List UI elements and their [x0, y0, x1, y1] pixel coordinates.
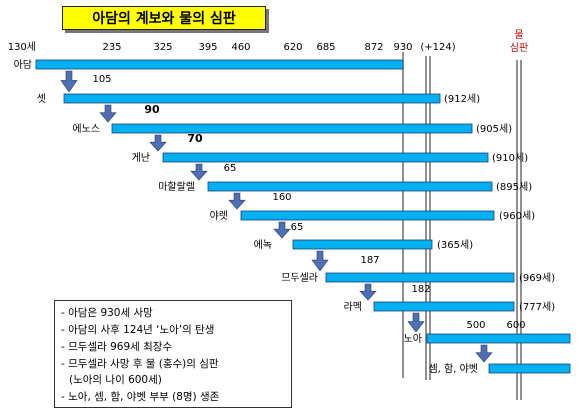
timeline-tick-label: 930 — [393, 42, 412, 53]
lifespan-bar — [35, 59, 404, 70]
noah-age-label: 600 — [506, 320, 525, 331]
lifespan-age-label: (910세) — [492, 152, 528, 164]
flood-label: 물 — [514, 29, 523, 41]
generation-gap-label: 160 — [272, 192, 291, 203]
timeline-tick-label: 620 — [283, 42, 302, 53]
generation-gap-label: 65 — [224, 163, 237, 174]
lifespan-bar — [325, 272, 515, 283]
lifespan-age-label: (905세) — [476, 123, 512, 135]
descent-arrow — [273, 221, 291, 239]
generation-name: 에노스 — [72, 123, 100, 135]
descent-arrow — [149, 134, 167, 152]
legend-item: - 아담의 사후 124년 ‘노아’의 탄생 — [61, 324, 215, 336]
descent-arrow — [407, 312, 425, 333]
generation-gap-label: 90 — [144, 103, 160, 116]
adam-extension-label: (+124) — [420, 42, 455, 53]
descent-arrow — [190, 163, 208, 181]
legend-item: - 노아, 셈, 함, 야벳 부부 (8명) 생존 — [61, 391, 220, 403]
lifespan-bar — [426, 333, 571, 344]
descent-arrow — [311, 250, 329, 272]
generation-name: 라멕 — [344, 301, 362, 313]
legend-item: - 아담은 930세 사망 — [61, 307, 153, 319]
generation-name: 마할랄렐 — [158, 180, 195, 193]
generation-name: 게난 — [132, 152, 150, 164]
legend-item: - 므두셀라 사망 후 물 (홍수)의 심판 — [61, 358, 219, 370]
legend-box: - 아담은 930세 사망 - 아담의 사후 124년 ‘노아’의 탄생 - 므… — [54, 300, 292, 408]
diagram-title-text: 아담의 계보와 물의 심판 — [92, 11, 236, 27]
lifespan-age-label: (365세) — [437, 239, 473, 251]
lifespan-age-label: (777세) — [519, 301, 555, 313]
timeline-tick-label: 325 — [153, 42, 172, 53]
lifespan-bar — [488, 363, 571, 374]
lifespan-bar — [292, 239, 433, 250]
flood-label: 심판 — [510, 42, 528, 54]
lifespan-age-label: (960세) — [499, 210, 535, 222]
generation-name: 노아 — [404, 333, 422, 345]
descent-arrow — [228, 192, 246, 210]
lifespan-bar — [240, 210, 495, 221]
noah-age-label: 500 — [466, 320, 485, 331]
timeline-tick-label: 685 — [316, 42, 335, 53]
lifespan-bar — [63, 93, 441, 104]
timeline-tick-label: 130세 — [8, 41, 36, 53]
generation-gap-label: 182 — [411, 284, 430, 295]
timeline-tick-label: 395 — [198, 42, 217, 53]
descent-arrow — [99, 104, 117, 123]
diagram-title: 아담의 계보와 물의 심판 — [62, 6, 266, 30]
legend-item: - 므두셀라 969세 최장수 — [61, 341, 173, 353]
lifespan-age-label: (969세) — [519, 272, 555, 284]
timeline-tick-label: 872 — [364, 42, 383, 53]
generation-gap-label: 65 — [291, 222, 304, 233]
lifespan-bar — [162, 152, 489, 163]
lifespan-bar — [373, 301, 515, 312]
descent-arrow — [60, 70, 78, 93]
descent-arrow — [475, 344, 493, 363]
generation-name: 아담 — [14, 59, 32, 71]
generation-gap-label: 187 — [360, 255, 379, 266]
lifespan-age-label: (912세) — [444, 93, 480, 105]
generation-name: 야렛 — [210, 210, 228, 222]
generation-name: 셋 — [37, 93, 46, 105]
generation-gap-label: 70 — [187, 132, 203, 145]
generation-name: 므두셀라 — [281, 272, 318, 284]
generation-name: 셈, 함, 야벳 — [428, 363, 478, 375]
lifespan-age-label: (895세) — [496, 181, 532, 193]
timeline-tick-label: 235 — [102, 42, 121, 53]
legend-item: (노아의 나이 600세) — [69, 374, 162, 386]
lifespan-bar — [111, 123, 473, 134]
lifespan-bar — [207, 181, 493, 192]
descent-arrow — [359, 283, 377, 301]
generation-gap-label: 105 — [92, 74, 111, 85]
timeline-tick-label: 460 — [231, 42, 250, 53]
generation-name: 에녹 — [254, 239, 272, 251]
